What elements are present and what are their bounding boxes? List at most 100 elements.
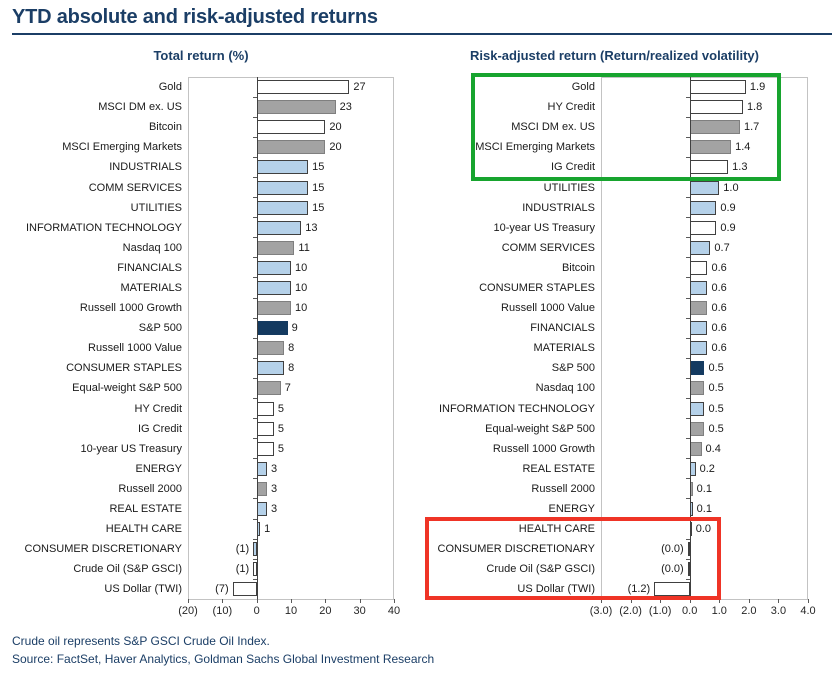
chart-row: HY Credit 1.8 — [421, 96, 808, 117]
bar — [256, 461, 267, 476]
category-label: 10-year US Treasury — [493, 221, 595, 234]
chart-row: IG Credit 5 — [8, 418, 394, 439]
value-label: 0.6 — [711, 281, 727, 294]
chart-title: Total return (%) — [153, 48, 249, 63]
bar-cell: 0.6 — [601, 337, 808, 358]
category-axis-tick — [252, 458, 257, 460]
bar — [689, 401, 705, 416]
category-label: Russell 1000 Growth — [79, 302, 182, 315]
bar — [256, 381, 281, 396]
category-label: CONSUMER STAPLES — [479, 281, 595, 294]
chart-rows: Gold 27 MSCI DM ex. US 23 Bitcoin 20 MSCI Emer… — [8, 76, 394, 599]
value-label: 8 — [288, 342, 295, 355]
bar-cell: 8 — [188, 337, 394, 358]
title-underline — [12, 33, 832, 35]
bar — [689, 441, 702, 456]
bar — [256, 321, 288, 336]
category-axis-tick — [252, 558, 257, 560]
bar — [689, 80, 746, 95]
category-axis-tick — [252, 116, 257, 118]
bar-cell: (0.0) — [601, 538, 808, 559]
bar-cell: 9 — [188, 317, 394, 338]
chart-row: Russell 1000 Growth 10 — [8, 297, 394, 318]
category-label: MSCI DM ex. US — [511, 121, 595, 134]
category-label: ENERGY — [548, 503, 595, 516]
total-return-chart: Total return (%) Gold 27 MSCI DM ex. US 23 Bi… — [8, 48, 401, 623]
category-label: IG Credit — [550, 161, 595, 174]
chart-row: MSCI Emerging Markets 1.4 — [421, 136, 808, 157]
category-axis-tick — [252, 197, 257, 199]
charts-row: Total return (%) Gold 27 MSCI DM ex. US 23 Bi… — [0, 48, 832, 623]
page-title: YTD absolute and risk-adjusted returns — [12, 6, 378, 28]
category-label: Russell 1000 Value — [88, 342, 182, 355]
bar — [256, 140, 326, 155]
bar — [689, 301, 708, 316]
bar — [256, 301, 291, 316]
bar — [689, 321, 708, 336]
category-label: Gold — [158, 81, 182, 94]
category-label: FINANCIALS — [117, 261, 182, 274]
category-label: INDUSTRIALS — [109, 161, 182, 174]
bar-cell: 3 — [188, 498, 394, 519]
value-label: (0.0) — [661, 543, 684, 556]
bar — [256, 180, 309, 195]
bar-cell: 10 — [188, 297, 394, 318]
bar-cell: 1.7 — [601, 116, 808, 137]
axis-tick-mark — [601, 599, 602, 604]
value-label: 10 — [295, 261, 308, 274]
bar-cell: 1.0 — [601, 176, 808, 197]
bar — [256, 502, 267, 517]
category-label: US Dollar (TWI) — [104, 583, 182, 596]
footnote-source: Source: FactSet, Haver Analytics, Goldma… — [12, 651, 435, 666]
bar-cell: 0.6 — [601, 297, 808, 318]
value-label: 23 — [339, 101, 352, 114]
chart-row: INDUSTRIALS 0.9 — [421, 197, 808, 218]
axis-tick-label: 0 — [253, 605, 260, 618]
value-label: 20 — [329, 121, 342, 134]
category-label: Crude Oil (S&P GSCI) — [73, 563, 182, 576]
value-label: 0.7 — [714, 241, 730, 254]
bar-cell: (7) — [188, 578, 394, 599]
value-label: 1.4 — [735, 141, 751, 154]
risk-adjusted-return-chart: Risk-adjusted return (Return/realized vo… — [421, 48, 816, 623]
bar-cell: 0.5 — [601, 377, 808, 398]
category-label: IG Credit — [137, 422, 182, 435]
bar-cell: 0.9 — [601, 197, 808, 218]
category-axis-tick — [252, 578, 257, 580]
category-axis-tick — [252, 96, 257, 98]
category-axis-tick — [685, 277, 690, 279]
category-axis-tick — [685, 136, 690, 138]
axis-tick-mark — [222, 599, 224, 604]
value-label: (1) — [235, 563, 250, 576]
value-label: 0.5 — [708, 422, 724, 435]
category-axis-tick — [252, 297, 257, 299]
value-label: 9 — [291, 322, 298, 335]
chart-plot-area: Gold 27 MSCI DM ex. US 23 Bitcoin 20 MSCI Emer… — [8, 76, 400, 623]
category-label: COMM SERVICES — [88, 181, 182, 194]
bar — [689, 461, 696, 476]
chart-row: Nasdaq 100 0.5 — [421, 377, 808, 398]
bar-cell: 8 — [188, 357, 394, 378]
value-label: 8 — [288, 362, 295, 375]
category-axis-tick — [685, 518, 690, 520]
bar — [654, 582, 690, 597]
category-label: Russell 1000 Value — [501, 302, 595, 315]
bar-cell: 1.3 — [601, 156, 808, 177]
bar — [689, 260, 708, 275]
chart-row: COMM SERVICES 15 — [8, 176, 394, 197]
axis-tick-mark — [689, 599, 691, 604]
value-label: 5 — [277, 402, 284, 415]
bar-cell: 0.7 — [601, 237, 808, 258]
axis-tick-label: 2.0 — [741, 605, 757, 618]
bar — [689, 381, 705, 396]
category-axis-tick — [252, 176, 257, 178]
value-label: 15 — [312, 201, 325, 214]
value-label: 0.5 — [708, 402, 724, 415]
value-label: 3 — [270, 503, 278, 516]
category-label: S&P 500 — [138, 322, 182, 335]
category-label: UTILITIES — [130, 201, 182, 214]
bar-cell: 15 — [188, 197, 394, 218]
category-label: MATERIALS — [120, 281, 182, 294]
bar-cell: 23 — [188, 96, 394, 117]
value-label: 10 — [295, 302, 308, 315]
